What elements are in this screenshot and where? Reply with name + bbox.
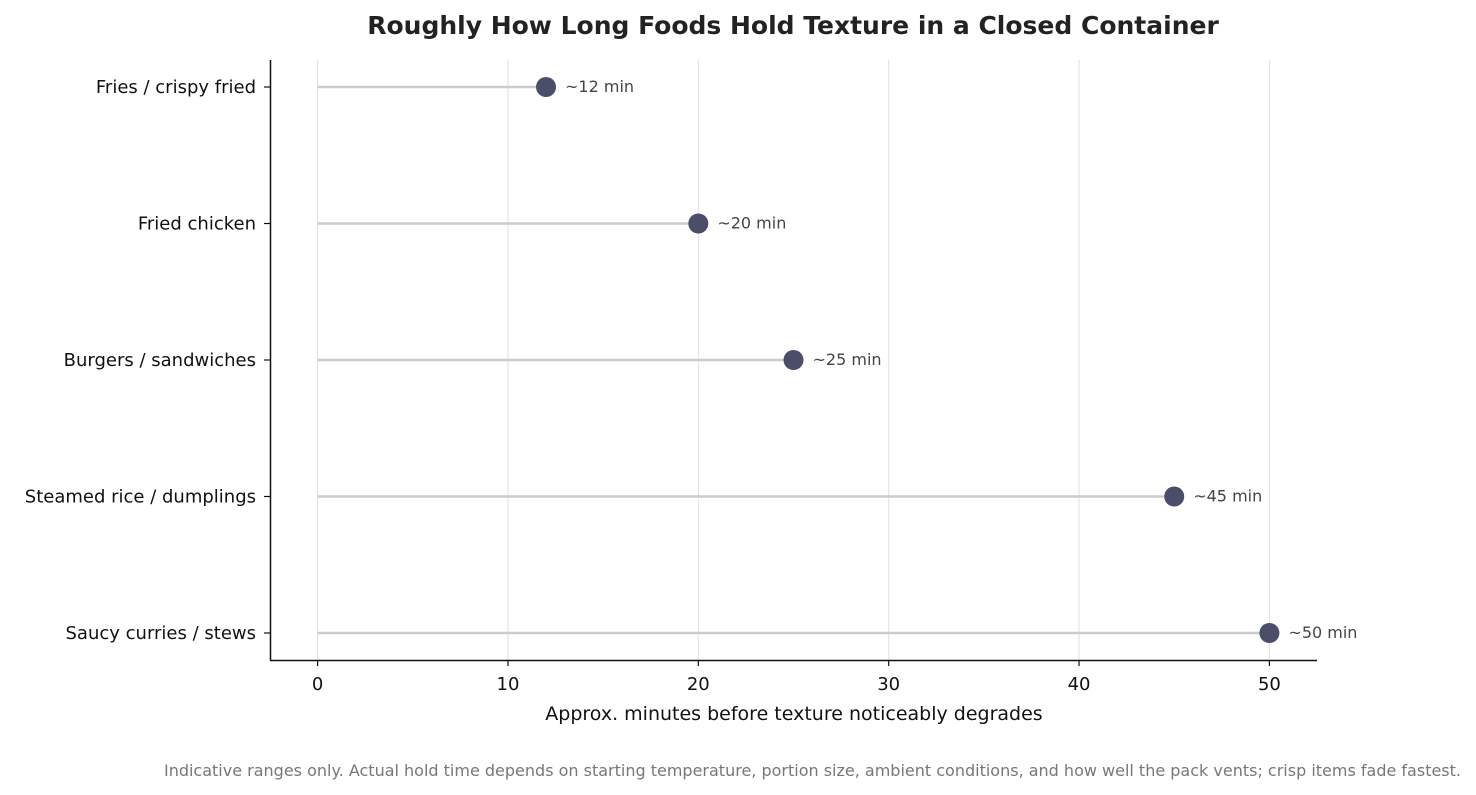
footnote: Indicative ranges only. Actual hold time… [164, 761, 1461, 780]
y-axis-ticks: Fries / crispy fried Fried chicken Burgers… [25, 77, 270, 644]
y-tick-label-2: Burgers / sandwiches [64, 350, 256, 371]
chart-title: Roughly How Long Foods Hold Texture in a… [367, 11, 1219, 40]
y-tick-label-0: Fries / crispy fried [96, 77, 256, 98]
data-label-1: ~20 min [717, 214, 786, 233]
value-labels: ~12 min ~20 min ~25 min ~45 min ~50 min [565, 77, 1357, 642]
x-tick-label-0: 0 [312, 674, 323, 695]
y-tick-label-3: Steamed rice / dumplings [25, 487, 256, 508]
x-tick-label-20: 20 [687, 674, 710, 695]
x-tick-label-40: 40 [1068, 674, 1091, 695]
marker-2 [783, 350, 804, 370]
marker-4 [1259, 623, 1280, 643]
lollipop-markers [536, 77, 1280, 643]
y-tick-label-4: Saucy curries / stews [66, 623, 257, 644]
marker-1 [688, 213, 709, 234]
x-tick-label-50: 50 [1258, 674, 1281, 695]
x-axis-ticks: 0 10 20 30 40 50 [312, 660, 1281, 695]
y-tick-label-1: Fried chicken [138, 214, 256, 235]
x-tick-label-30: 30 [877, 674, 900, 695]
marker-3 [1164, 486, 1185, 507]
data-label-0: ~12 min [565, 77, 634, 96]
x-axis-label: Approx. minutes before texture noticeabl… [545, 703, 1042, 725]
lollipop-stems [317, 85, 1270, 635]
data-label-3: ~45 min [1193, 487, 1262, 506]
data-label-4: ~50 min [1288, 623, 1357, 642]
x-tick-label-10: 10 [497, 674, 520, 695]
data-label-2: ~25 min [813, 350, 882, 369]
axes [269, 60, 1317, 662]
marker-0 [536, 77, 557, 97]
